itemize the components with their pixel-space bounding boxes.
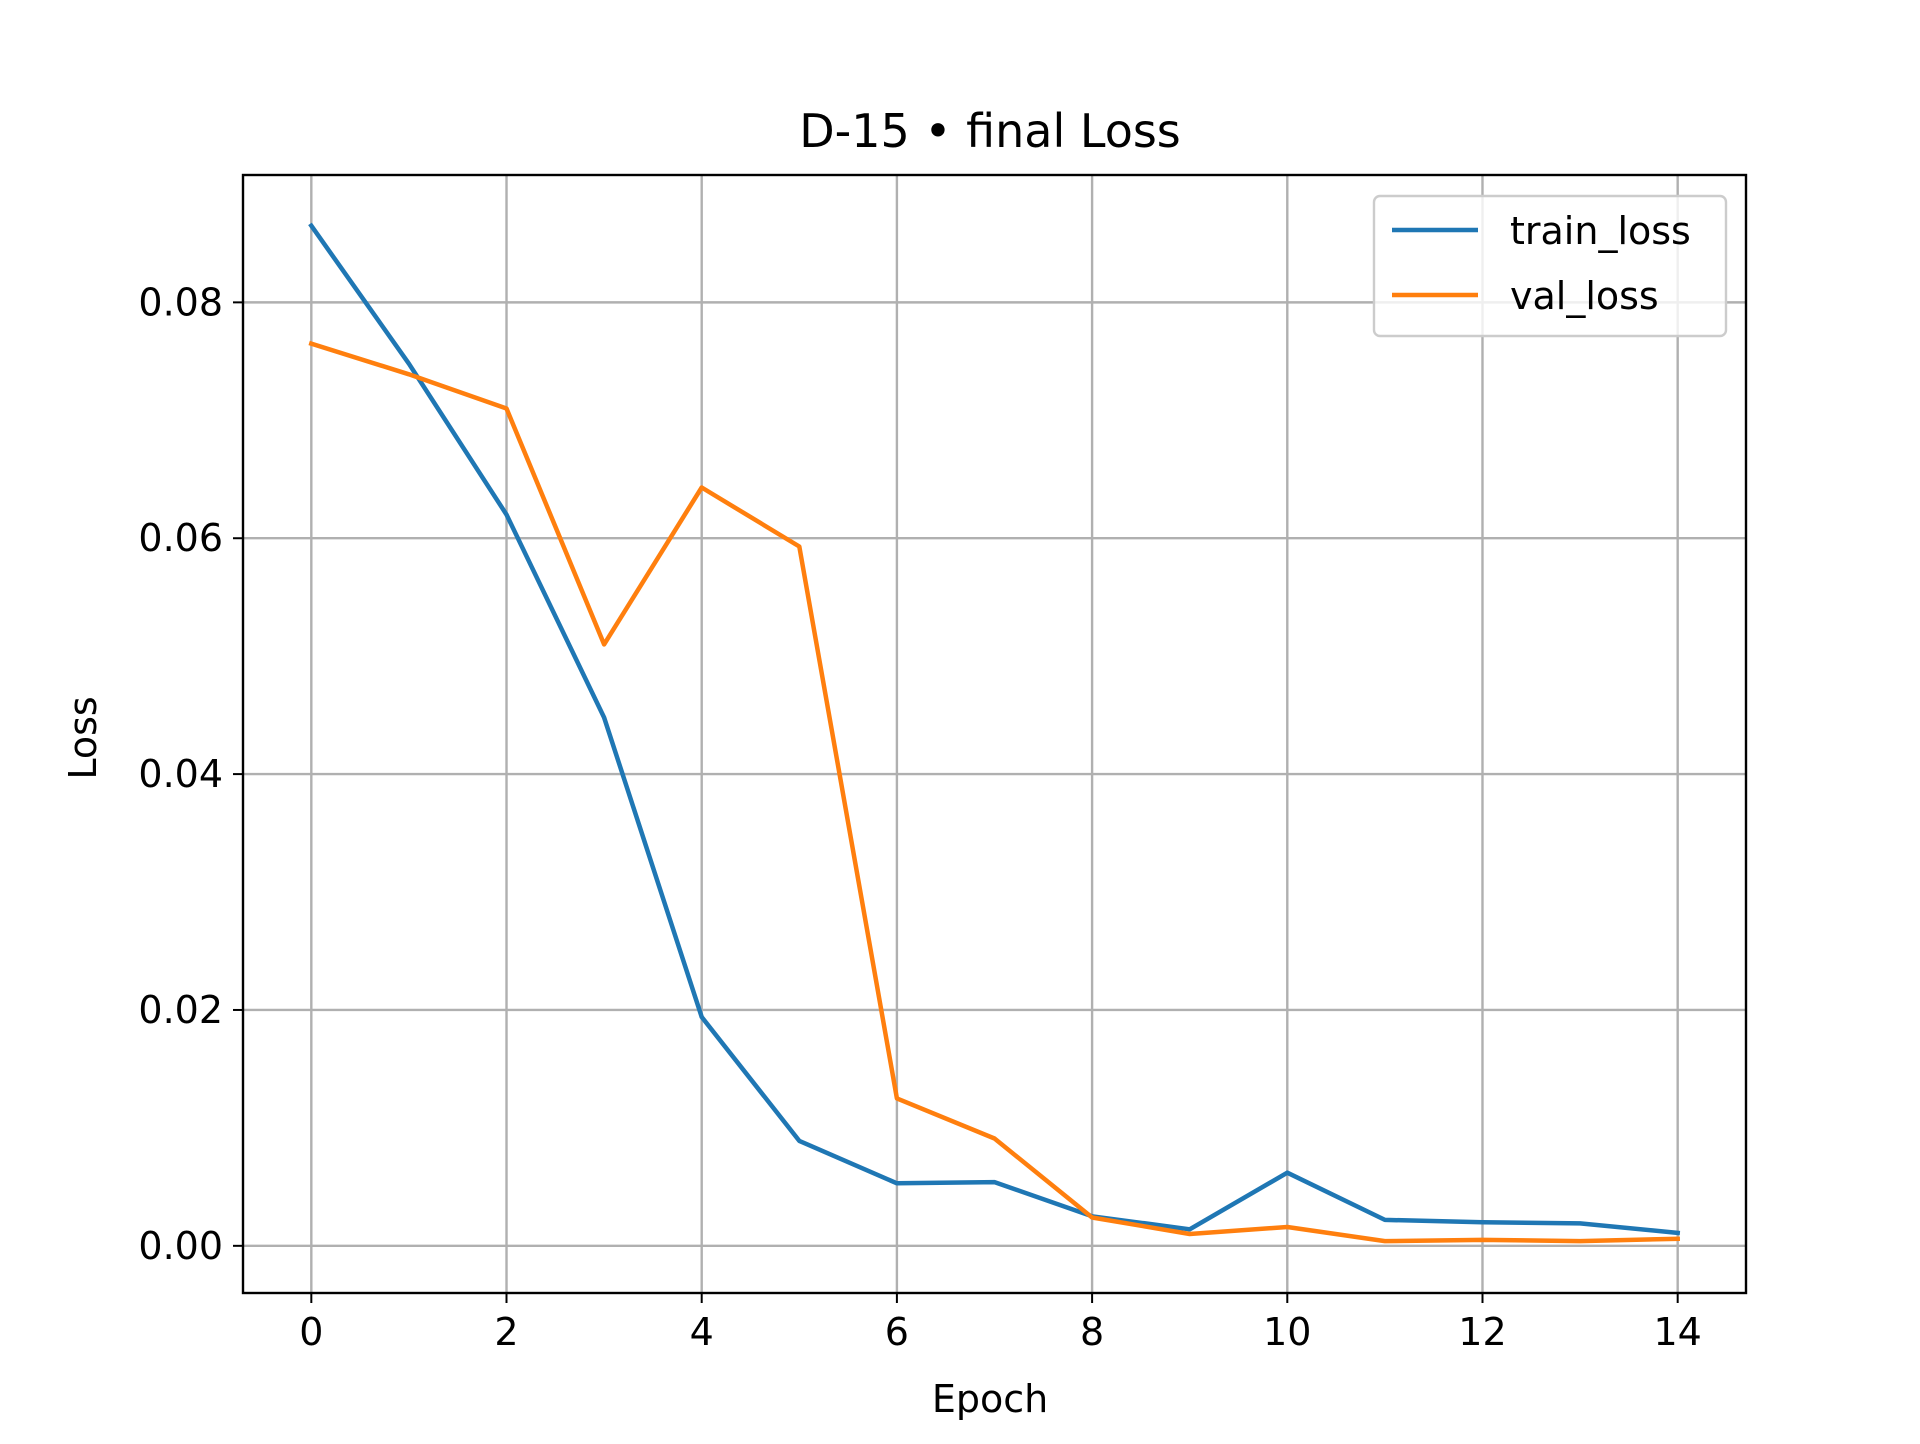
series-line-train-loss bbox=[308, 222, 1681, 1236]
y-axis-label: Loss bbox=[61, 696, 105, 779]
series-line-val-loss bbox=[308, 340, 1681, 1244]
chart-title: D-15 • final Loss bbox=[799, 104, 1181, 158]
y-tick-label: 0.06 bbox=[138, 516, 223, 560]
x-tick-label: 12 bbox=[1458, 1310, 1506, 1354]
x-tick-label: 10 bbox=[1263, 1310, 1311, 1354]
y-tick-label: 0.02 bbox=[138, 988, 223, 1032]
legend-label-train-loss: train_loss bbox=[1510, 209, 1691, 253]
legend: train_loss val_loss bbox=[1372, 194, 1728, 338]
x-tick-label: 8 bbox=[1080, 1310, 1104, 1354]
y-axis-ticks: 0.00 0.02 0.04 0.06 0.08 bbox=[138, 280, 243, 1268]
y-tick-label: 0.00 bbox=[138, 1224, 223, 1268]
y-tick-label: 0.08 bbox=[138, 280, 223, 324]
x-axis-label: Epoch bbox=[932, 1377, 1048, 1421]
x-tick-label: 4 bbox=[690, 1310, 714, 1354]
series-lines bbox=[308, 222, 1681, 1244]
x-axis-ticks: 0 2 4 6 8 10 12 14 bbox=[299, 1293, 1702, 1354]
x-tick-label: 14 bbox=[1654, 1310, 1702, 1354]
x-tick-label: 6 bbox=[885, 1310, 909, 1354]
plot-area-frame bbox=[241, 173, 1748, 1295]
x-tick-label: 2 bbox=[494, 1310, 518, 1354]
grid bbox=[243, 175, 1746, 1293]
y-tick-label: 0.04 bbox=[138, 752, 223, 796]
legend-label-val-loss: val_loss bbox=[1510, 274, 1659, 318]
x-tick-label: 0 bbox=[299, 1310, 323, 1354]
